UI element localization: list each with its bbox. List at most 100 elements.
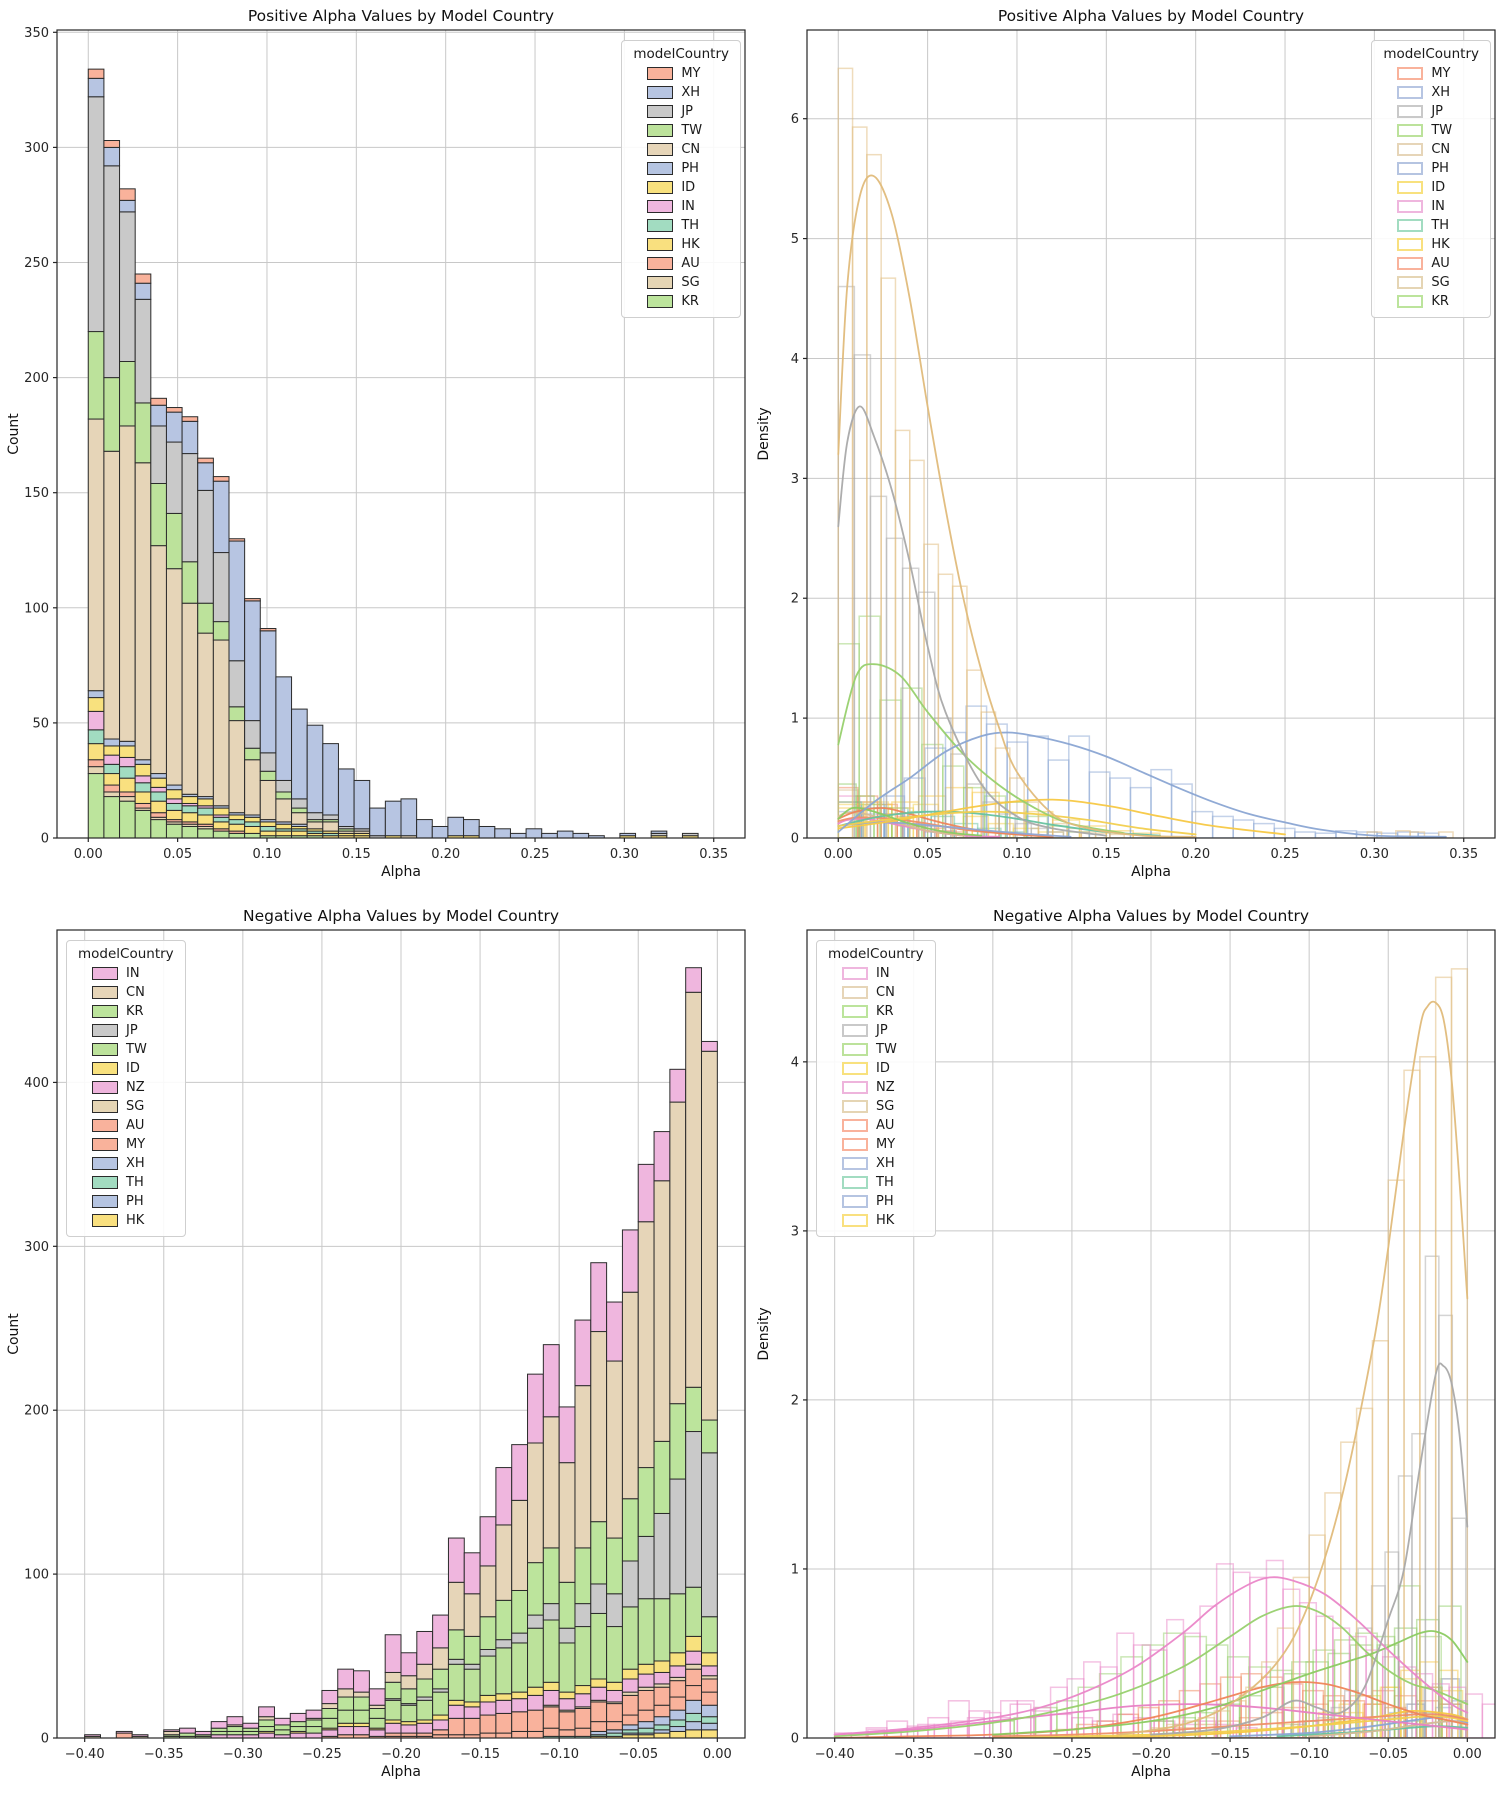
legend-item-AU: AU bbox=[76, 1116, 176, 1135]
legend-label: KR bbox=[1431, 294, 1449, 309]
negative-count-plot: −0.40 −0.35 −0.30 −0.25 −0.20 −0.15 −0.10 −0.05… bbox=[24, 929, 746, 1762]
legend-label: MY bbox=[126, 1137, 146, 1152]
legend-item-JP: JP bbox=[631, 102, 731, 121]
y-tick-label: 1 bbox=[791, 712, 799, 727]
legend-swatch-AU bbox=[647, 257, 674, 270]
x-tick-label: −0.10 bbox=[1289, 1747, 1329, 1762]
x-tick-label: 0.20 bbox=[1181, 847, 1210, 862]
legend-label: MY bbox=[681, 66, 701, 81]
legend-label: TW bbox=[1431, 123, 1453, 138]
legend-swatch-JP bbox=[1397, 105, 1424, 118]
legend-title: modelCountry bbox=[633, 46, 729, 62]
legend-swatch-HK bbox=[842, 1214, 868, 1227]
legend-swatch-TH bbox=[647, 219, 674, 232]
legend-item-ID: ID bbox=[76, 1059, 176, 1078]
x-tick-label: −0.15 bbox=[460, 1747, 500, 1762]
legend-item-MY: MY bbox=[1381, 64, 1481, 83]
legend-swatch-KR bbox=[842, 1005, 868, 1018]
legend-item-XH: XH bbox=[76, 1154, 176, 1173]
legend-swatch-MY bbox=[1397, 67, 1424, 80]
legend-item-TW: TW bbox=[631, 121, 731, 140]
y-tick-label: 4 bbox=[791, 352, 799, 367]
x-tick-label: 0.35 bbox=[1449, 847, 1478, 862]
y-tick-label: 3 bbox=[791, 472, 799, 487]
legend-label: HK bbox=[126, 1213, 145, 1228]
legend-swatch-PH bbox=[1397, 162, 1424, 175]
kde-curves bbox=[833, 1000, 1469, 1738]
legend-label: XH bbox=[1431, 85, 1451, 100]
stacked-bars bbox=[87, 68, 699, 838]
legend-item-ID: ID bbox=[1381, 178, 1481, 197]
legend-label: JP bbox=[1431, 104, 1444, 119]
legend-item-TH: TH bbox=[1381, 216, 1481, 235]
legend-item-JP: JP bbox=[1381, 102, 1481, 121]
x-tick-label: −0.25 bbox=[302, 1747, 342, 1762]
legend-item-PH: PH bbox=[76, 1192, 176, 1211]
legend-label: ID bbox=[126, 1061, 140, 1076]
legend-swatch-CN bbox=[92, 986, 118, 999]
x-tick-label: −0.40 bbox=[65, 1747, 105, 1762]
legend-label: KR bbox=[126, 1004, 144, 1019]
y-tick-label: 300 bbox=[24, 1240, 49, 1255]
legend-swatch-XH bbox=[92, 1157, 118, 1170]
x-tick-label: 0.10 bbox=[252, 847, 281, 862]
x-tick-label: −0.05 bbox=[618, 1747, 658, 1762]
legend-swatch-NZ bbox=[842, 1081, 868, 1094]
legend-item-CN: CN bbox=[826, 983, 926, 1002]
legend-item-PH: PH bbox=[1381, 159, 1481, 178]
legend-label: MY bbox=[1431, 66, 1451, 81]
legend-label: HK bbox=[1431, 237, 1450, 252]
legend-swatch-TW bbox=[842, 1043, 868, 1056]
y-tick-label: 0 bbox=[791, 832, 799, 847]
x-tick-label: 0.00 bbox=[703, 1747, 732, 1762]
legend-title: modelCountry bbox=[1383, 46, 1479, 62]
legend-label: MY bbox=[876, 1137, 896, 1152]
legend-item-TW: TW bbox=[1381, 121, 1481, 140]
legend-swatch-SG bbox=[842, 1100, 868, 1113]
legend-title: modelCountry bbox=[78, 946, 174, 962]
legend-label: XH bbox=[126, 1156, 145, 1171]
y-tick-label: 6 bbox=[791, 112, 799, 127]
legend-swatch-XH bbox=[647, 86, 674, 99]
legend-item-CN: CN bbox=[631, 140, 731, 159]
legend-swatch-TH bbox=[1397, 219, 1424, 232]
legend: modelCountry MY XH JP TW CN PH ID IN TH HK AU SG KR bbox=[1371, 40, 1491, 318]
chart-title: Negative Alpha Values by Model Country bbox=[242, 907, 560, 925]
legend-label: JP bbox=[681, 104, 694, 119]
legend-swatch-NZ bbox=[92, 1081, 118, 1094]
legend-item-HK: HK bbox=[1381, 235, 1481, 254]
legend-item-TH: TH bbox=[76, 1173, 176, 1192]
y-tick-label: 300 bbox=[24, 141, 49, 156]
legend-label: ID bbox=[1431, 180, 1446, 195]
legend-label: JP bbox=[876, 1023, 888, 1038]
x-tick-label: 0.00 bbox=[1453, 1747, 1482, 1762]
y-tick-label: 0 bbox=[41, 832, 49, 847]
legend-item-HK: HK bbox=[631, 235, 731, 254]
x-axis-label: Alpha bbox=[1131, 864, 1171, 880]
legend-label: AU bbox=[1431, 256, 1450, 271]
plot-frame bbox=[806, 29, 1496, 839]
legend-label: ID bbox=[681, 180, 696, 195]
legend-label: ID bbox=[876, 1061, 890, 1076]
legend-swatch-AU bbox=[92, 1119, 118, 1132]
legend-swatch-KR bbox=[92, 1005, 118, 1018]
legend-label: IN bbox=[876, 966, 890, 981]
x-tick-label: −0.40 bbox=[815, 1747, 855, 1762]
y-tick-label: 0 bbox=[791, 1732, 799, 1747]
legend-label: HK bbox=[876, 1213, 895, 1228]
legend-item-TH: TH bbox=[826, 1173, 926, 1192]
legend-item-IN: IN bbox=[76, 964, 176, 983]
x-tick-label: −0.20 bbox=[1131, 1747, 1171, 1762]
legend-swatch-TW bbox=[647, 124, 674, 137]
legend-label: TH bbox=[876, 1175, 894, 1190]
positive-count-plot: 0.00 0.05 0.10 0.15 0.20 0.25 0.30 0.35 0 50 100 15… bbox=[24, 26, 746, 862]
legend-title: modelCountry bbox=[828, 946, 924, 962]
legend-swatch-AU bbox=[1397, 257, 1424, 270]
legend-swatch-CN bbox=[842, 986, 868, 999]
x-tick-label: 0.20 bbox=[431, 847, 460, 862]
legend-swatch-HK bbox=[92, 1214, 118, 1227]
x-tick-label: −0.30 bbox=[973, 1747, 1013, 1762]
legend-swatch-KR bbox=[1397, 295, 1424, 308]
legend-item-XH: XH bbox=[631, 83, 731, 102]
legend-swatch-CN bbox=[647, 143, 674, 156]
